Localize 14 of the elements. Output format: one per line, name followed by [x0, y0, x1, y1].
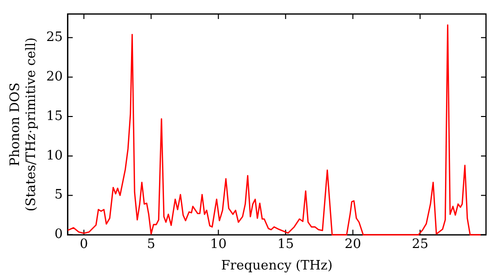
- y-tick-label: 25: [46, 30, 63, 46]
- y-tick-label: 10: [46, 148, 63, 164]
- y-tick-label: 20: [46, 69, 63, 84]
- x-tick-label: 25: [412, 236, 428, 252]
- x-tick-label: 20: [344, 236, 362, 252]
- x-tick-label: 0: [80, 236, 88, 252]
- x-axis-title: Frequency (THz): [221, 258, 333, 274]
- x-tick-label: 5: [146, 236, 156, 252]
- y-tick-label: 0: [54, 227, 63, 242]
- y-tick-label: 15: [46, 108, 63, 124]
- y-tick-label: 5: [54, 188, 63, 203]
- x-tick-label: 15: [277, 236, 294, 252]
- x-tick-label: 10: [210, 236, 227, 252]
- y-axis-title: Phonon DOS (States/THz·primitive cell): [8, 37, 39, 212]
